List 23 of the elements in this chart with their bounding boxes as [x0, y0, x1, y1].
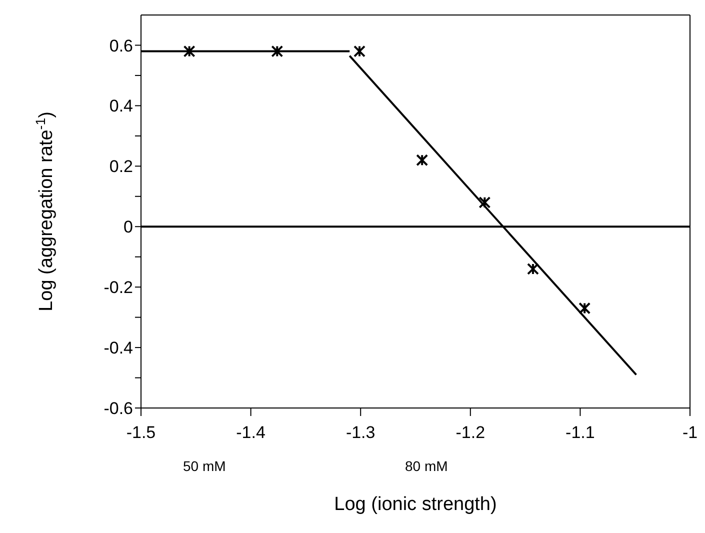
y-tick-label: 0.6	[109, 36, 133, 56]
y-tick-label: 0.4	[109, 96, 133, 116]
x-tick-label: -1.5	[126, 423, 156, 442]
y-tick-label: -0.2	[104, 278, 133, 298]
point	[416, 154, 428, 166]
x-tick-label: -1.4	[236, 423, 266, 442]
point	[183, 45, 196, 58]
text: 50 mM	[183, 458, 226, 474]
x-tick-label: -1.3	[346, 423, 376, 442]
point	[478, 196, 491, 208]
x-tick-label: -1	[682, 423, 698, 442]
text: 80 mM	[405, 458, 448, 474]
x-tick-label: -1.2	[456, 423, 486, 442]
x-axis-title: Log (ionic strength)	[334, 494, 497, 515]
y-tick-label: 0.2	[109, 157, 133, 176]
point	[526, 262, 539, 275]
point	[354, 45, 366, 58]
y-tick-label: 0	[124, 218, 133, 237]
y-tick-label: -0.4	[104, 338, 133, 358]
y-tick-label: -0.6	[104, 399, 133, 418]
point	[578, 302, 591, 314]
point	[271, 45, 284, 58]
x-tick-label: -1.1	[566, 423, 595, 442]
